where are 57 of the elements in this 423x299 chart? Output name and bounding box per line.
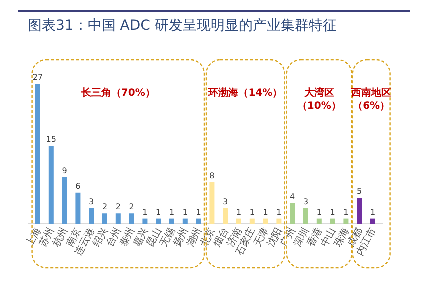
bar <box>62 177 68 224</box>
chart-title: 图表31：中国 ADC 研发呈现明显的产业集群特征 <box>28 18 337 34</box>
data-label: 2 <box>116 202 121 212</box>
bar <box>250 218 255 224</box>
bar <box>223 208 228 224</box>
data-label: 3 <box>223 197 228 206</box>
data-label: 1 <box>263 208 268 217</box>
data-label: 1 <box>169 208 175 217</box>
bar <box>182 218 188 224</box>
bar <box>129 214 134 224</box>
bar <box>89 208 94 224</box>
data-label: 1 <box>276 208 282 217</box>
bar <box>102 214 108 224</box>
bar <box>276 218 282 224</box>
bar <box>370 218 376 224</box>
bar <box>142 218 148 224</box>
data-label: 2 <box>129 202 134 212</box>
bar <box>48 146 54 224</box>
data-label: 1 <box>182 208 188 217</box>
data-label: 1 <box>330 208 336 217</box>
data-label: 1 <box>196 208 202 217</box>
data-label: 1 <box>236 208 242 217</box>
data-label: 9 <box>62 166 68 176</box>
data-label: 8 <box>210 172 215 181</box>
bar <box>36 84 40 224</box>
data-label: 27 <box>32 73 44 82</box>
data-label: 5 <box>357 187 362 196</box>
annotation: 长三角（70%） <box>80 87 156 99</box>
bar <box>290 203 296 224</box>
bar <box>344 218 349 224</box>
data-label: 3 <box>303 197 309 206</box>
bar <box>357 198 362 224</box>
bar <box>236 218 242 224</box>
data-label: 1 <box>156 208 162 217</box>
data-label: 6 <box>76 182 81 191</box>
data-label: 1 <box>316 208 322 217</box>
bar <box>116 214 121 224</box>
bar <box>330 218 336 224</box>
bar <box>316 218 322 224</box>
data-label: 1 <box>142 208 148 217</box>
bar <box>263 218 268 224</box>
bar <box>76 192 81 224</box>
annotation: 环渤海（14%） <box>208 87 283 99</box>
data-label: 1 <box>344 208 349 217</box>
bar <box>304 208 308 224</box>
annotation: 西南地区（6%） <box>350 87 392 112</box>
bar <box>156 218 162 224</box>
data-label: 15 <box>46 135 56 144</box>
data-label: 1 <box>370 208 376 217</box>
data-label: 3 <box>89 197 94 206</box>
bar <box>170 218 174 224</box>
bar <box>196 218 202 224</box>
data-label: 4 <box>290 192 296 202</box>
data-label: 1 <box>250 208 255 217</box>
annotation: 大湾区（10%） <box>297 87 342 112</box>
data-label: 2 <box>102 202 108 212</box>
bar <box>210 182 215 224</box>
